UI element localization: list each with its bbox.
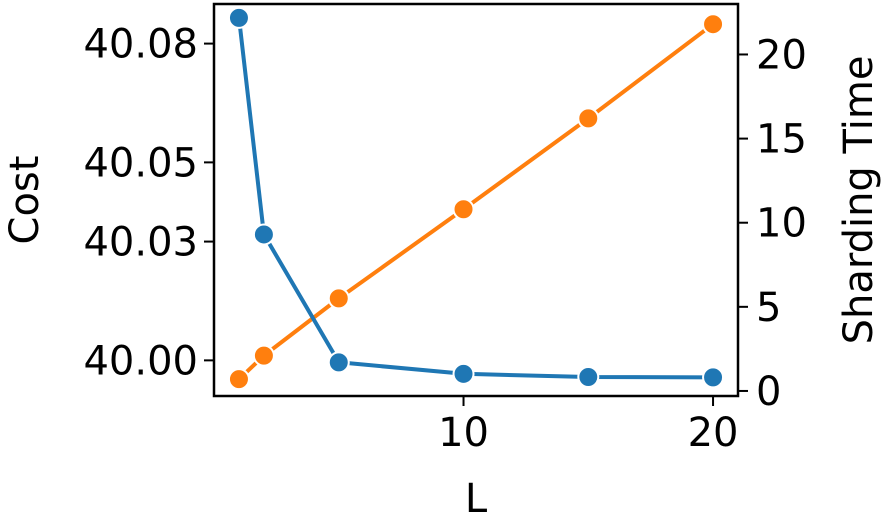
x-tick-label: 10 [438,410,489,456]
data-point [577,107,600,130]
series-right-axis [227,13,725,391]
data-point [702,366,725,389]
data-point [252,223,275,246]
left-y-tick-label: 40.08 [83,22,198,68]
right-y-tick-label: 5 [756,285,781,331]
data-point [227,368,250,391]
plot-frame [212,2,740,398]
series-line [237,17,714,380]
right-y-tick-label: 15 [756,117,807,163]
data-point [327,287,350,310]
x-tick-label: 20 [688,410,739,456]
x-axis-ticks: 10 20 [438,396,739,456]
series-layer [227,6,725,391]
right-y-tick-label: 10 [756,201,807,247]
data-point [452,362,475,385]
left-y-axis-title: Cost [2,156,48,245]
data-point [577,365,600,388]
data-point [327,351,350,374]
data-point [452,198,475,221]
left-y-axis-ticks: 40.00 40.03 40.05 40.08 [83,22,214,384]
left-y-tick-label: 40.05 [83,140,198,186]
series-left-axis [227,6,725,389]
data-point [227,6,250,29]
data-point [252,344,275,367]
left-y-tick-label: 40.00 [83,338,198,384]
right-y-axis-ticks: 0 5 10 15 20 [738,32,807,415]
data-point [702,13,725,36]
x-axis-title: L [465,476,488,520]
series-line [237,22,715,381]
right-y-axis-title: Sharding Time [836,56,882,345]
left-y-tick-label: 40.03 [83,220,198,266]
right-y-tick-label: 0 [756,369,781,415]
right-y-tick-label: 20 [756,32,807,78]
